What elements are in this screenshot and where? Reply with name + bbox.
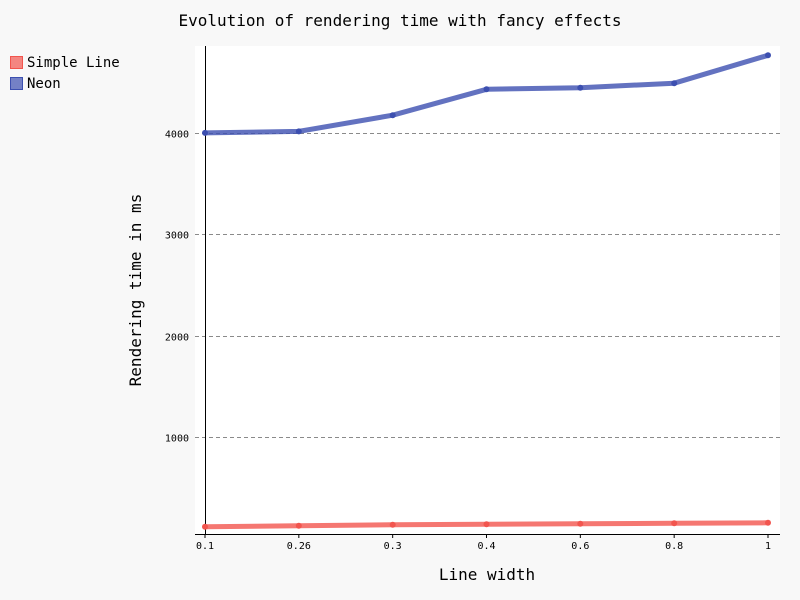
- data-point-neon[interactable]: [671, 80, 678, 87]
- data-point-simple-line[interactable]: [389, 521, 396, 528]
- data-point-simple-line[interactable]: [202, 523, 208, 530]
- series-neon: [202, 52, 771, 136]
- x-tick-label: 0.6: [571, 541, 589, 552]
- x-axis-label: Line width: [439, 565, 535, 584]
- chart-title: Evolution of rendering time with fancy e…: [178, 11, 621, 30]
- x-tick-labels: 0.1 0.26 0.3 0.4 0.6 0.8 1: [196, 534, 771, 552]
- data-point-neon[interactable]: [765, 52, 771, 59]
- data-point-neon[interactable]: [295, 128, 302, 135]
- data-point-neon[interactable]: [202, 129, 208, 136]
- series-layer: [202, 52, 771, 530]
- data-point-simple-line[interactable]: [765, 519, 771, 526]
- data-point-simple-line[interactable]: [671, 520, 678, 527]
- x-tick-label: 0.1: [196, 541, 214, 552]
- data-point-simple-line[interactable]: [577, 520, 584, 527]
- y-tick-label: 1000: [165, 434, 189, 445]
- x-tick-label: 0.3: [384, 541, 402, 552]
- legend-swatch: [10, 56, 23, 69]
- legend: Simple Line Neon: [10, 55, 120, 92]
- data-point-neon[interactable]: [577, 84, 584, 91]
- legend-label: Neon: [27, 76, 61, 92]
- data-point-neon[interactable]: [483, 86, 490, 93]
- x-tick-label: 1: [765, 541, 771, 552]
- x-tick-label: 0.8: [665, 541, 683, 552]
- y-axis-label: Rendering time in ms: [126, 194, 145, 387]
- y-tick-label: 4000: [165, 130, 189, 141]
- x-tick-label: 0.4: [477, 541, 495, 552]
- legend-item-simple-line[interactable]: Simple Line: [10, 55, 120, 71]
- y-tick-label: 2000: [165, 333, 189, 344]
- plot-area: [195, 46, 780, 534]
- series-simple-line: [202, 519, 771, 530]
- x-tick-label: 0.26: [287, 541, 311, 552]
- data-point-simple-line[interactable]: [483, 521, 490, 528]
- y-tick-labels: 1000 2000 3000 4000: [165, 130, 189, 445]
- legend-item-neon[interactable]: Neon: [10, 76, 61, 92]
- legend-swatch: [10, 77, 23, 90]
- legend-label: Simple Line: [27, 55, 120, 71]
- data-point-neon[interactable]: [389, 112, 396, 119]
- data-point-simple-line[interactable]: [295, 522, 302, 529]
- y-tick-label: 3000: [165, 231, 189, 242]
